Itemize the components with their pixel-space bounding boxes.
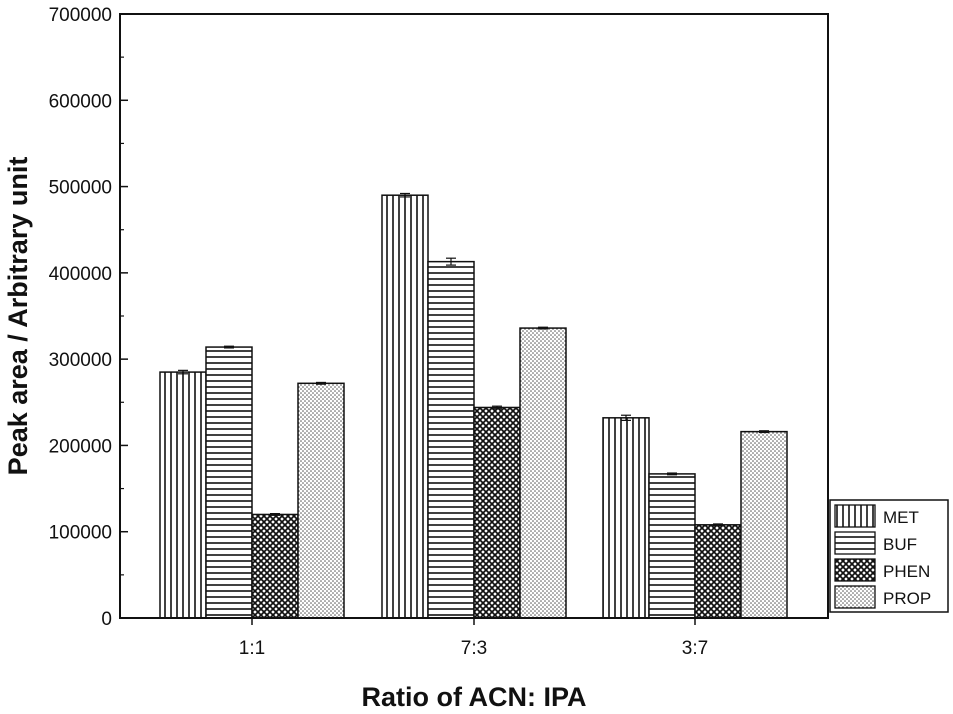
x-axis: 1:1 7:3 3:7: [239, 618, 708, 659]
y-tick-label: 100000: [49, 523, 112, 544]
y-tick-label: 600000: [49, 91, 112, 112]
y-tick-label: 0: [101, 609, 112, 630]
bar-met-3-7: [602, 417, 650, 619]
bar-phen-1-1: [251, 513, 299, 619]
error-bar-prop-7-3: [538, 326, 548, 330]
bar-buf-3-7: [648, 473, 696, 619]
error-bar-buf-3-7: [667, 472, 677, 476]
bar-met-1-1: [159, 371, 207, 619]
x-tick-label: 3:7: [682, 638, 708, 659]
legend-swatch-met: [834, 504, 876, 528]
error-bar-met-7-3: [400, 192, 410, 198]
y-tick-label: 300000: [49, 350, 112, 371]
bar-buf-7-3: [427, 260, 475, 619]
error-bar-phen-1-1: [270, 512, 280, 516]
y-tick-label: 700000: [49, 5, 112, 26]
y-tick-label: 200000: [49, 436, 112, 457]
x-axis-title: Ratio of ACN: IPA: [362, 682, 587, 712]
bars-group: [159, 194, 788, 619]
y-axis: 0 100000 200000 300000 400000 500000 600000 700…: [49, 5, 128, 630]
error-bar-buf-7-3: [446, 257, 456, 266]
y-tick-label: 500000: [49, 178, 112, 199]
x-tick-label: 7:3: [461, 638, 487, 659]
legend: MET BUF PHEN PROP: [829, 499, 949, 613]
legend-swatch-prop: [834, 585, 876, 609]
error-bar-met-3-7: [621, 414, 631, 422]
bar-buf-1-1: [205, 346, 253, 619]
bar-met-7-3: [381, 194, 429, 619]
x-tick-label: 1:1: [239, 638, 265, 659]
bar-prop-1-1: [297, 382, 345, 619]
legend-swatch-buf: [834, 531, 876, 555]
error-bar-prop-3-7: [759, 430, 769, 434]
bar-phen-7-3: [473, 406, 521, 619]
error-bar-buf-1-1: [224, 345, 234, 349]
legend-label-buf: BUF: [883, 535, 917, 554]
bar-prop-7-3: [519, 327, 567, 619]
legend-label-phen: PHEN: [883, 562, 930, 581]
error-bars-group: [178, 192, 769, 527]
legend-label-met: MET: [883, 508, 919, 527]
y-axis-title: Peak area / Arbitrary unit: [3, 157, 33, 476]
error-bar-prop-1-1: [316, 381, 326, 385]
y-tick-label: 400000: [49, 264, 112, 285]
error-bar-phen-7-3: [492, 405, 502, 410]
legend-swatch-phen: [834, 558, 876, 582]
bar-phen-3-7: [694, 524, 742, 619]
bar-prop-3-7: [740, 430, 788, 619]
legend-label-prop: PROP: [883, 589, 931, 608]
error-bar-phen-3-7: [713, 523, 723, 527]
error-bar-met-1-1: [178, 369, 188, 375]
